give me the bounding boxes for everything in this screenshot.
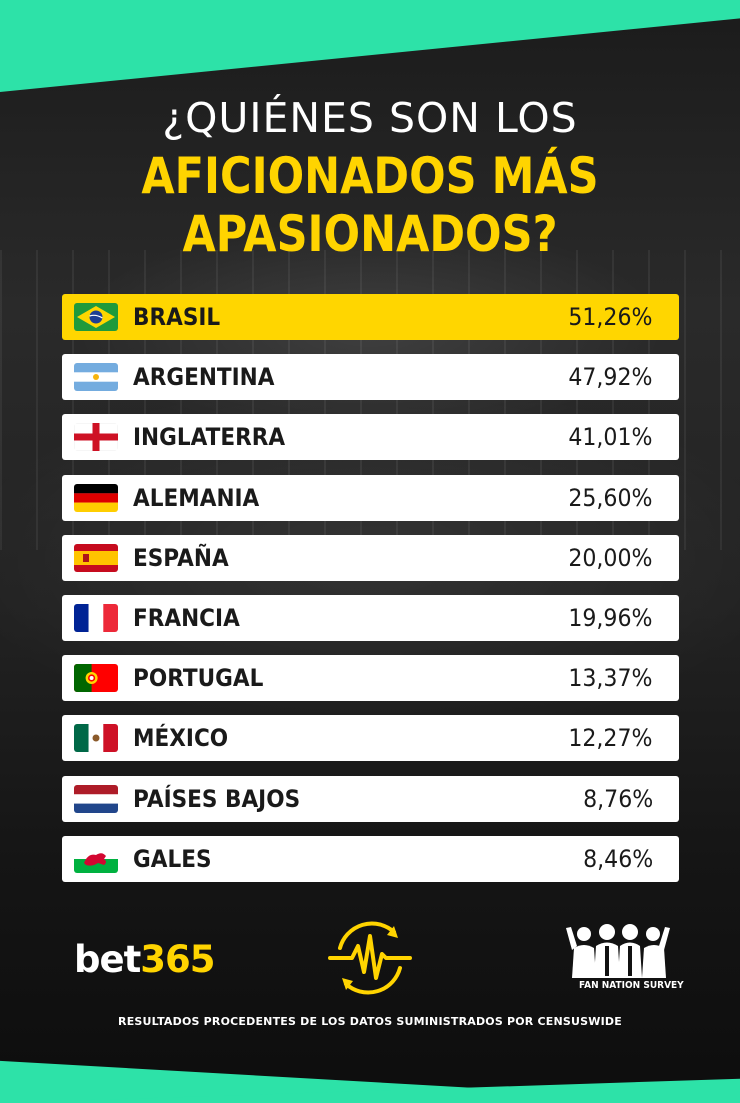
country-label: ESPAÑA (133, 543, 229, 572)
table-row: ARGENTINA 47,92% (62, 354, 679, 401)
table-row: PAÍSES BAJOS 8,76% (62, 775, 679, 822)
brazil-flag-icon (74, 303, 118, 331)
percentage-value: 13,37% (568, 664, 653, 693)
heartbeat-icon (328, 921, 412, 995)
table-row: ESPAÑA 20,00% (62, 534, 679, 581)
argentina-flag-icon (74, 363, 118, 392)
top-green-stripe (0, 0, 740, 92)
country-label: BRASIL (133, 303, 221, 331)
bet365-logo: bet365 (74, 938, 216, 981)
percentage-value: 20,00% (568, 543, 653, 572)
country-label: PAÍSES BAJOS (133, 784, 301, 813)
mexico-flag-icon (74, 724, 118, 753)
country-label: INGLATERRA (133, 423, 286, 452)
table-row: MÉXICO 12,27% (62, 715, 679, 762)
percentage-value: 19,96% (568, 603, 653, 632)
table-row: GALES 8,46% (62, 835, 679, 882)
table-row: BRASIL 51,26% (62, 294, 679, 340)
country-label: FRANCIA (133, 603, 240, 632)
title-line-3: APASIONADOS? (182, 205, 558, 263)
percentage-value: 25,60% (568, 483, 653, 512)
country-label: MÉXICO (133, 724, 229, 753)
title-line-2: AFICIONADOS MÁS (141, 147, 599, 205)
fans-icon (566, 924, 670, 978)
country-label: PORTUGAL (133, 664, 264, 693)
table-row: FRANCIA 19,96% (62, 594, 679, 641)
percentage-value: 41,01% (568, 423, 653, 452)
percentage-value: 8,46% (582, 844, 653, 873)
percentage-value: 12,27% (568, 724, 653, 753)
england-flag-icon (74, 423, 118, 452)
france-flag-icon (74, 603, 118, 632)
country-label: ARGENTINA (133, 363, 275, 392)
portugal-flag-icon (74, 664, 118, 693)
percentage-value: 47,92% (568, 363, 653, 392)
fan-nation-survey-label: FAN NATION SURVEY (579, 980, 684, 991)
table-row: INGLATERRA 41,01% (62, 414, 679, 461)
bet365-logo-365: 365 (140, 938, 215, 981)
percentage-value: 8,76% (582, 784, 653, 813)
table-row: ALEMANIA 25,60% (62, 474, 679, 521)
country-label: GALES (133, 844, 212, 873)
percentage-value: 51,26% (568, 303, 653, 331)
page-title: ¿QUIÉNES SON LOS AFICIONADOS MÁS APASION… (0, 94, 740, 263)
country-label: ALEMANIA (133, 483, 260, 512)
spain-flag-icon (74, 543, 118, 572)
bet365-logo-bet: bet (74, 938, 141, 981)
title-line-1: ¿QUIÉNES SON LOS (162, 94, 578, 142)
netherlands-flag-icon (74, 784, 118, 813)
germany-flag-icon (74, 483, 118, 512)
wales-flag-icon (74, 844, 118, 873)
source-note: RESULTADOS PROCEDENTES DE LOS DATOS SUMI… (118, 1015, 622, 1028)
table-row: PORTUGAL 13,37% (62, 655, 679, 702)
ranking-table: BRASIL 51,26% ARGENTINA 47,92% INGLATERRA 41,… (62, 294, 679, 896)
